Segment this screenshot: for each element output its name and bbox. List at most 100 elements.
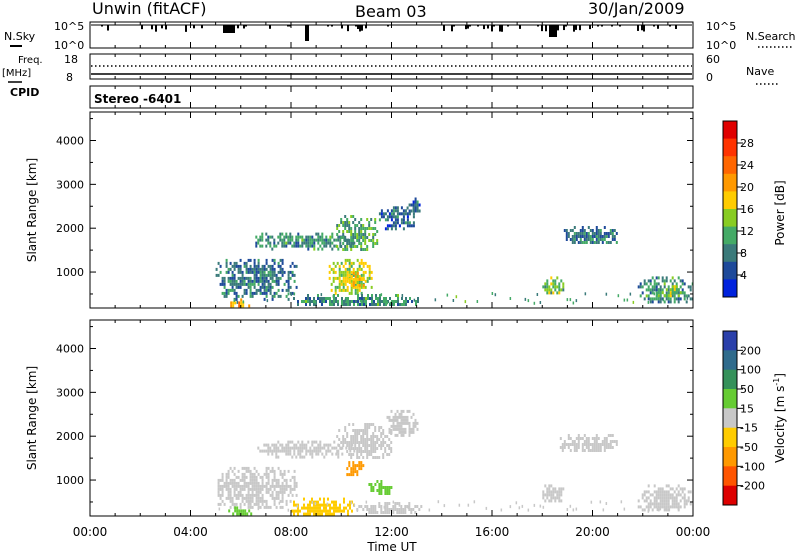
velocity-cell <box>364 505 367 508</box>
velocity-cell <box>661 493 664 497</box>
power-cell <box>364 239 367 242</box>
power-cell <box>279 267 282 271</box>
power-cell <box>354 281 357 284</box>
power-cell <box>231 270 234 274</box>
power-cell <box>271 294 274 298</box>
velocity-cell <box>609 434 612 437</box>
velocity-cell <box>378 456 381 459</box>
power-cell <box>573 235 576 238</box>
velocity-cell <box>593 437 596 440</box>
power-cell <box>542 285 545 289</box>
velocity-cell <box>253 502 256 506</box>
power-cell <box>669 291 672 295</box>
power-cell <box>240 298 243 302</box>
velocity-cell <box>605 502 608 505</box>
velocity-cell <box>348 464 351 468</box>
power-cell <box>289 241 292 245</box>
colorbar-tick-label: 20 <box>740 181 754 194</box>
power-cell <box>237 264 240 268</box>
power-cell <box>330 288 333 292</box>
velocity-cell <box>309 452 312 456</box>
power-cell <box>655 294 658 298</box>
power-cell <box>261 291 264 295</box>
velocity-cell <box>291 487 294 491</box>
velocity-cell <box>661 496 664 500</box>
power-cell <box>671 282 674 286</box>
power-cell <box>305 244 308 248</box>
nsky-bar <box>675 25 677 29</box>
power-cell <box>348 224 351 227</box>
velocity-cell <box>337 452 340 456</box>
power-cell <box>334 285 337 289</box>
power-cell <box>340 245 343 248</box>
power-cell <box>313 300 315 303</box>
power-cell <box>287 297 290 301</box>
power-cell <box>406 212 409 216</box>
power-cell <box>265 273 268 277</box>
velocity-cell <box>609 440 612 443</box>
velocity-cell <box>414 505 417 508</box>
power-cell <box>263 267 266 271</box>
velocity-cell <box>249 505 252 509</box>
velocity-cell <box>671 505 674 509</box>
velocity-cell <box>289 449 292 453</box>
power-cell <box>338 282 341 286</box>
power-cell <box>550 288 553 292</box>
velocity-cell <box>257 481 260 485</box>
velocity-cell <box>599 446 602 449</box>
velocity-cell <box>289 452 292 456</box>
power-cell <box>235 291 238 295</box>
velocity-cell <box>235 502 238 506</box>
velocity-cell <box>337 506 339 510</box>
power-cell <box>366 248 369 251</box>
velocity-cell <box>370 453 373 456</box>
velocity-cell <box>352 423 355 426</box>
power-cell <box>356 291 359 295</box>
power-cell <box>681 291 684 295</box>
power-cell <box>662 298 665 302</box>
velocity-cell <box>229 499 232 503</box>
power-cell <box>607 232 610 235</box>
power-cell <box>301 300 303 303</box>
power-cell <box>249 270 252 274</box>
power-cell <box>289 232 292 236</box>
velocity-cell <box>390 424 393 428</box>
velocity-cell <box>227 481 230 485</box>
velocity-cell <box>679 505 682 509</box>
nsky-bar <box>165 25 167 30</box>
power-cell <box>317 235 320 239</box>
power-cell <box>245 270 248 274</box>
nsky-bar <box>499 25 501 32</box>
power-cell <box>418 203 421 207</box>
power-cell <box>350 275 353 278</box>
velocity-cell <box>641 496 644 500</box>
power-cell <box>309 235 312 239</box>
nsky-bar <box>563 25 565 31</box>
power-cell <box>291 244 294 248</box>
power-cell <box>225 258 228 262</box>
velocity-cell <box>388 502 391 505</box>
power-cell <box>257 258 260 262</box>
power-cell <box>649 291 652 295</box>
power-cell <box>562 282 565 286</box>
velocity-cell <box>287 508 290 512</box>
velocity-cell <box>595 434 598 437</box>
power-cell <box>267 270 270 274</box>
velocity-cell <box>279 443 282 447</box>
velocity-cell <box>227 484 230 488</box>
power-cell <box>257 270 260 274</box>
power-cell <box>354 275 357 278</box>
power-cell <box>663 294 666 298</box>
velocity-cell <box>667 490 670 494</box>
power-cell <box>325 244 328 248</box>
power-cell <box>352 285 355 289</box>
velocity-cell <box>317 449 320 453</box>
velocity-cell <box>245 499 248 503</box>
colorbar-swatch <box>723 331 737 351</box>
velocity-cell <box>609 446 612 449</box>
power-cell <box>265 288 268 292</box>
power-cell <box>653 288 656 292</box>
velocity-cell <box>335 506 337 510</box>
velocity-cell <box>219 484 222 488</box>
velocity-cell <box>407 506 410 510</box>
